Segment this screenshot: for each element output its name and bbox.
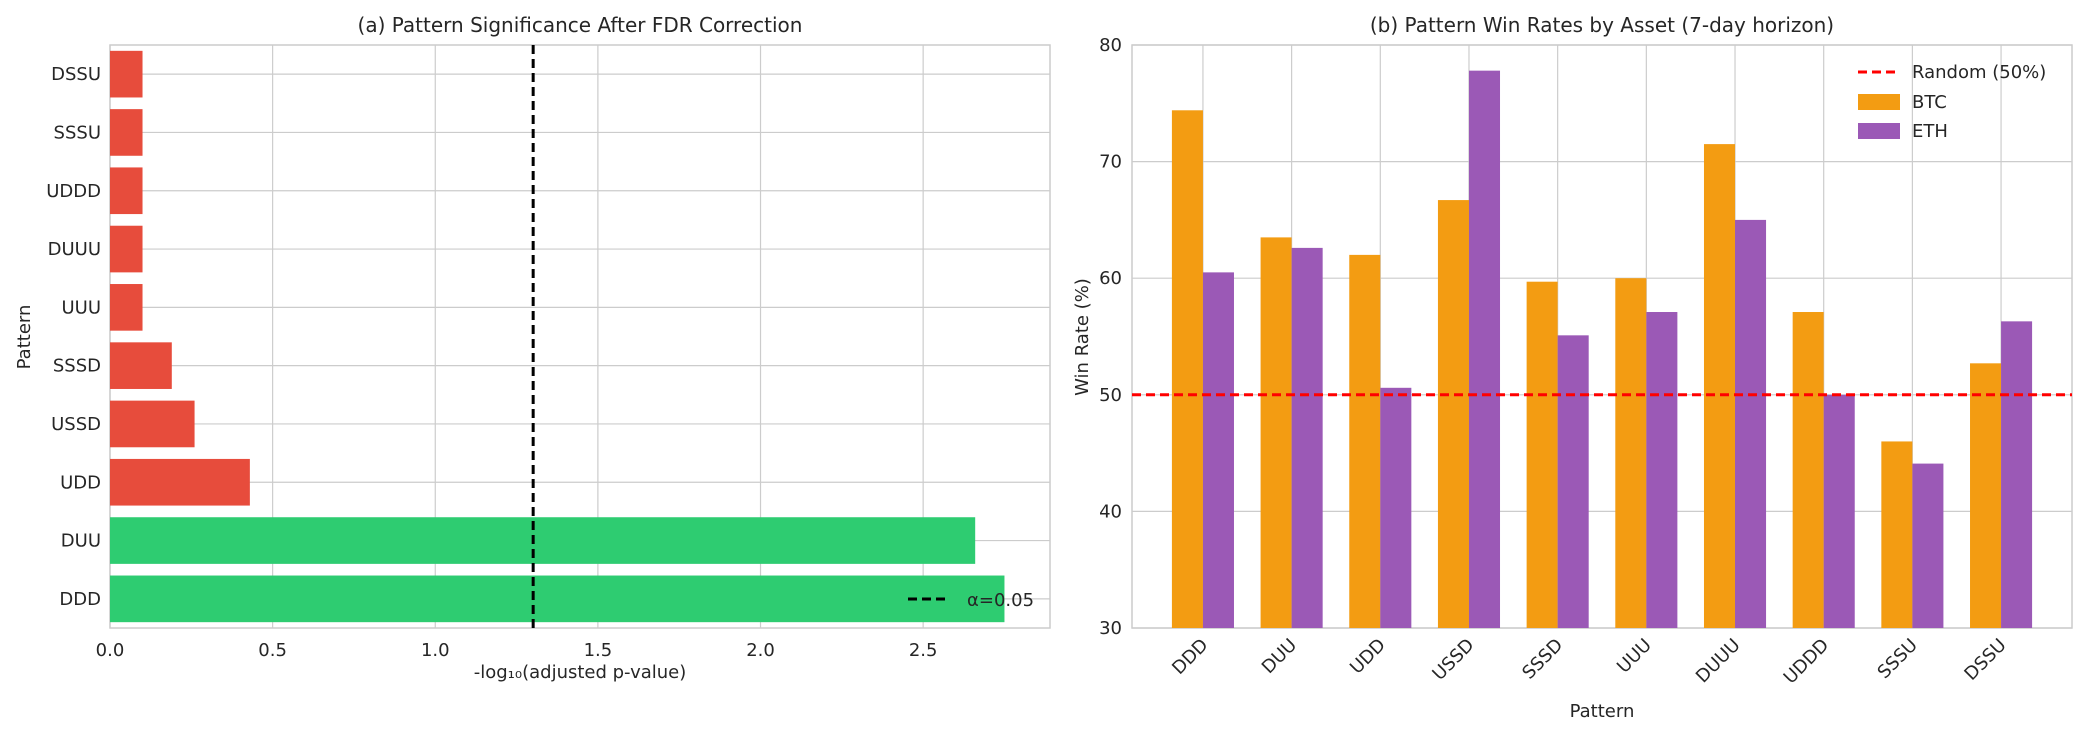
panel-b-title: (b) Pattern Win Rates by Asset (7-day ho…	[1370, 13, 1834, 37]
panel-a-bar-sssu	[110, 109, 143, 156]
legend-random-label: Random (50%)	[1912, 62, 2046, 83]
panel-b-bar-btc-duu	[1260, 237, 1292, 628]
panel-b-y-axis-label: Win Rate (%)	[1072, 278, 1093, 396]
panel-a-title: (a) Pattern Significance After FDR Corre…	[358, 13, 803, 37]
panel-a-x-tick-label: 2.5	[909, 640, 938, 661]
legend-alpha-label: α=0.05	[967, 590, 1034, 611]
panel-b-y-tick-label: 40	[1099, 501, 1122, 522]
panel-b-bar-btc-dssu	[1970, 363, 2002, 628]
panel-b-y-tick-label: 80	[1099, 35, 1122, 56]
panel-b-bar-eth-uuu	[1646, 312, 1678, 628]
panel-b-y-tick-label: 30	[1099, 618, 1122, 639]
panel-b-bar-btc-ddd	[1171, 110, 1203, 628]
panel-b-bar-eth-uddd	[1823, 394, 1855, 628]
panel-a-x-tick-label: 1.0	[421, 640, 450, 661]
panel-b-y-ticks: 30 40 50 60 70 80	[1099, 35, 1122, 639]
panel-a-y-ticks: DDD DUU UDD USSD SSSD UUU DUUU UDDD SSSU DSSU	[46, 64, 101, 610]
panel-a-y-axis-label: Pattern	[14, 305, 35, 370]
legend-btc-swatch	[1858, 94, 1900, 110]
panel-a-x-tick-label: 0.5	[258, 640, 287, 661]
panel-b-bar-btc-uuu	[1615, 278, 1647, 628]
panel-b-bar-eth-ussd	[1468, 70, 1501, 629]
panel-a-bars	[110, 50, 1005, 623]
panel-b-y-tick-label: 60	[1099, 268, 1122, 289]
panel-a-y-tick-label: DUUU	[48, 239, 101, 260]
panel-b-bar-btc-uddd	[1792, 312, 1824, 628]
panel-b-x-axis-label: Pattern	[1570, 701, 1635, 722]
panel-b-y-tick-label: 70	[1099, 152, 1122, 173]
panel-a-y-tick-label: SSSU	[54, 122, 101, 143]
panel-b-bar-eth-ddd	[1202, 272, 1234, 628]
panel-a-y-tick-label: UUU	[61, 297, 101, 318]
panel-b-bars	[1171, 70, 2033, 629]
legend-eth-swatch	[1858, 123, 1900, 139]
panel-a-legend: α=0.05	[908, 590, 1034, 611]
panel-a-x-axis-label: -log₁₀(adjusted p-value)	[474, 662, 687, 683]
panel-a-y-tick-label: DSSU	[51, 64, 101, 85]
panel-b-bar-eth-sssd	[1557, 335, 1589, 628]
panel-a-x-tick-label: 2.0	[746, 640, 775, 661]
panel-b-bar-eth-dssu	[2001, 321, 2033, 628]
panel-b-bar-btc-sssu	[1881, 441, 1913, 628]
panel-a-bar-dssu	[110, 50, 143, 98]
panel-a-bar-duuu	[110, 225, 143, 273]
panel-a-significance-chart: 0.0 0.5 1.0 1.5 2.0 2.5 DDDDUUUDDUSSDSSSDUUUD…	[14, 13, 1051, 683]
panel-a-y-tick-label: USSD	[51, 414, 101, 435]
legend-eth-label: ETH	[1912, 121, 1948, 142]
panel-a-x-tick-label: 0.0	[96, 640, 125, 661]
panel-b-legend: Random (50%) BTC ETH	[1858, 62, 2046, 142]
panel-b-bar-btc-sssd	[1526, 281, 1558, 628]
panel-a-bar-uuu	[110, 284, 143, 331]
panel-b-bar-eth-udd	[1380, 387, 1412, 628]
panel-a-bar-uddd	[110, 167, 143, 215]
panel-a-y-tick-label: DUU	[61, 531, 101, 552]
panel-b-bar-btc-udd	[1349, 254, 1381, 628]
panel-b-y-tick-label: 50	[1099, 385, 1122, 406]
panel-a-x-ticks: 0.0 0.5 1.0 1.5 2.0 2.5	[96, 640, 938, 661]
legend-btc-label: BTC	[1912, 92, 1947, 113]
panel-b-bar-btc-duuu	[1703, 144, 1736, 629]
panel-b-bar-eth-duu	[1291, 247, 1323, 628]
panel-a-bar-sssd	[110, 342, 172, 389]
panel-b-bar-btc-ussd	[1437, 200, 1469, 628]
panel-b-bar-eth-duuu	[1735, 219, 1767, 628]
panel-a-y-tick-label: SSSD	[53, 356, 101, 377]
panel-a-x-tick-label: 1.5	[584, 640, 613, 661]
panel-a-bar-ussd	[110, 400, 195, 448]
panel-a-y-tick-label: DDD	[59, 589, 101, 610]
panel-b-bar-eth-sssu	[1912, 463, 1944, 628]
panel-a-bar-duu	[110, 517, 976, 564]
panel-a-bar-ddd	[110, 575, 1005, 623]
panel-a-y-tick-label: UDD	[60, 472, 101, 493]
panel-a-y-tick-label: UDDD	[46, 181, 101, 202]
panel-a-bar-udd	[110, 458, 250, 506]
